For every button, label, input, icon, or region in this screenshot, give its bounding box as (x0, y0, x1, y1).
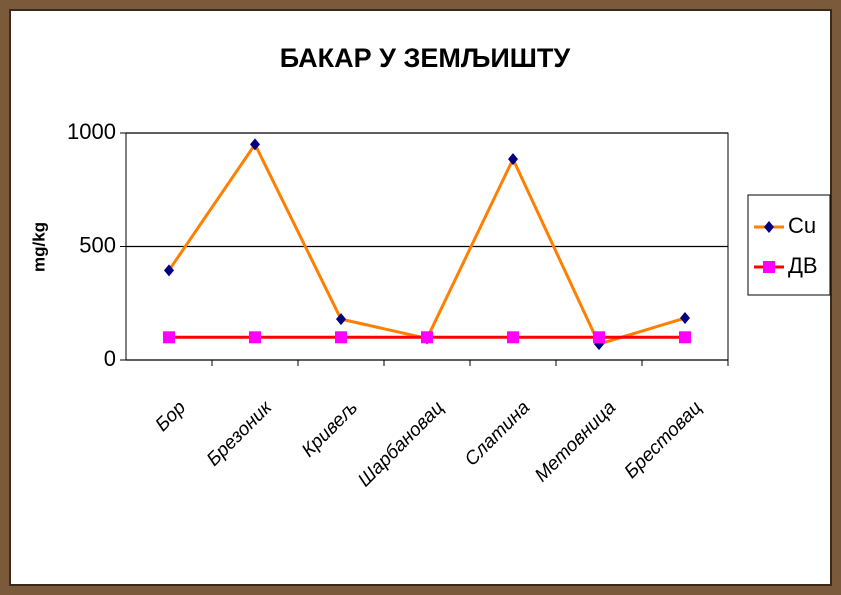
chart-title: БАКАР У ЗЕМЉИШТУ (280, 43, 572, 73)
point (163, 331, 175, 344)
y-tick-label: 500 (79, 232, 116, 257)
point (249, 331, 261, 344)
legend-box (747, 194, 831, 296)
point (763, 261, 775, 273)
point (164, 264, 174, 277)
point (507, 331, 519, 344)
point (593, 331, 605, 344)
point (508, 153, 518, 166)
point (679, 331, 691, 344)
legend-label: Cu (788, 213, 816, 238)
point (680, 312, 690, 325)
point (250, 138, 260, 151)
point (764, 221, 774, 233)
point (335, 331, 347, 344)
point (421, 331, 433, 344)
y-tick-label: 0 (104, 346, 116, 371)
point (336, 313, 346, 326)
y-tick-label: 1000 (67, 119, 116, 144)
y-axis-label: mg/kg (29, 222, 48, 272)
legend-label: ДВ (788, 253, 818, 278)
